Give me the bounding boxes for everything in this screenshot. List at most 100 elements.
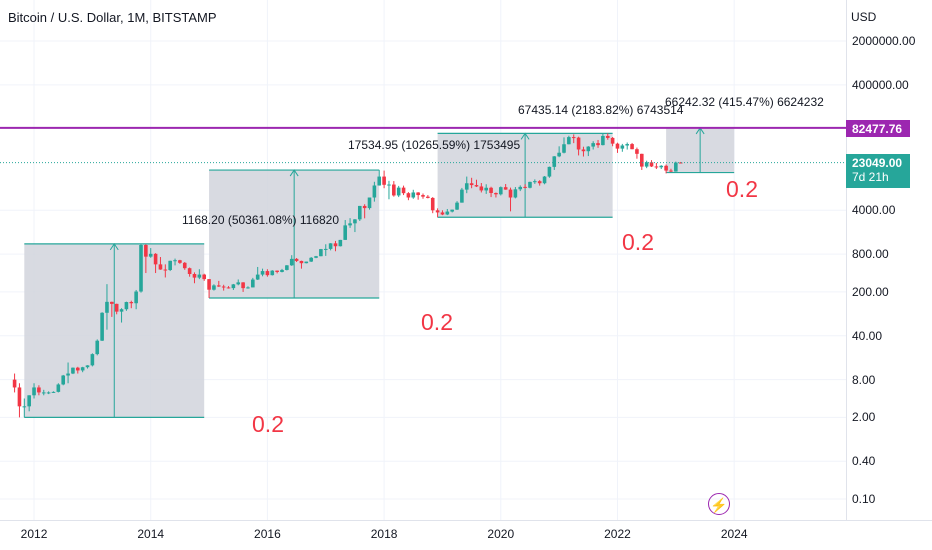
candle-body bbox=[474, 185, 479, 187]
candle-body bbox=[498, 187, 503, 195]
fib-level-label-1: 0.2 bbox=[252, 411, 284, 437]
time-tick-label: 2024 bbox=[720, 527, 748, 541]
candle-body bbox=[387, 184, 391, 186]
candle-body bbox=[17, 387, 22, 407]
candle-body bbox=[406, 193, 411, 198]
measure-label-3: 67435.14 (2183.82%) 6743514 bbox=[518, 103, 684, 117]
measure-arrow-head bbox=[520, 132, 530, 140]
measure-arrow-head bbox=[109, 242, 119, 251]
candle-body bbox=[51, 391, 56, 393]
candle-body bbox=[202, 274, 207, 280]
candle-body bbox=[27, 395, 31, 407]
candle-body bbox=[85, 365, 90, 368]
candle-body bbox=[357, 205, 362, 220]
candle-body bbox=[639, 153, 644, 167]
candle-body bbox=[494, 193, 498, 195]
candle-body bbox=[411, 192, 416, 198]
candle-body bbox=[401, 187, 406, 194]
candle-body bbox=[372, 185, 377, 198]
current-price-tag: 23049.00 7d 21h bbox=[846, 154, 910, 188]
candle-body bbox=[32, 387, 36, 396]
candle-body bbox=[576, 137, 581, 150]
measure-label-4: 66242.32 (415.47%) 6624232 bbox=[665, 95, 824, 109]
candle-body bbox=[552, 156, 557, 167]
candle-body bbox=[615, 143, 620, 149]
fib-level-label-2: 0.2 bbox=[421, 309, 453, 335]
price-tick-label: 800.00 bbox=[852, 247, 889, 262]
time-tick-label: 2020 bbox=[487, 527, 515, 541]
candle-body bbox=[46, 392, 51, 394]
candle-body bbox=[362, 205, 367, 209]
candle-body bbox=[314, 256, 318, 258]
candle-body bbox=[678, 162, 683, 164]
price-tick-label: 8.00 bbox=[852, 372, 876, 387]
candle-body bbox=[319, 249, 323, 257]
lightning-icon[interactable]: ⚡ bbox=[708, 493, 730, 515]
candle-body bbox=[353, 219, 357, 224]
candle-body bbox=[231, 284, 236, 289]
candle-body bbox=[591, 143, 595, 147]
candle-body bbox=[304, 261, 309, 264]
measure-label-2: 17534.95 (10265.59%) 1753495 bbox=[348, 138, 521, 152]
candle-body bbox=[440, 212, 445, 215]
candle-body bbox=[275, 270, 279, 272]
candle-body bbox=[163, 269, 168, 271]
candle-body bbox=[508, 189, 513, 198]
candle-body bbox=[246, 287, 250, 289]
price-tick-label: 0.10 bbox=[852, 492, 876, 506]
candle-body bbox=[547, 166, 552, 177]
candle-body bbox=[61, 375, 66, 385]
price-tick-label: 0.40 bbox=[852, 454, 876, 469]
candle-body bbox=[523, 186, 527, 188]
candle-body bbox=[56, 384, 61, 392]
time-axis-divider bbox=[0, 520, 932, 521]
candle-body bbox=[280, 269, 284, 272]
candle-body bbox=[542, 176, 547, 184]
candle-body bbox=[129, 302, 134, 304]
candle-body bbox=[567, 137, 571, 145]
candle-body bbox=[226, 287, 231, 289]
current-price-value: 23049.00 bbox=[852, 156, 903, 170]
candle-body bbox=[377, 176, 382, 186]
candle-body bbox=[323, 248, 328, 250]
candle-body bbox=[659, 165, 664, 168]
candle-body bbox=[90, 354, 95, 366]
candle-body bbox=[119, 309, 124, 312]
candle-body bbox=[66, 373, 70, 376]
candle-body bbox=[669, 170, 673, 172]
candle-body bbox=[241, 282, 245, 289]
candle-body bbox=[460, 189, 464, 203]
price-tick-label: 2000000.00 bbox=[852, 34, 916, 48]
candle-body bbox=[620, 145, 625, 149]
time-tick-label: 2018 bbox=[370, 527, 398, 541]
candle-body bbox=[12, 379, 17, 388]
level-price-tag: 82477.76 bbox=[846, 120, 910, 137]
candle-body bbox=[309, 257, 313, 262]
candle-body bbox=[333, 243, 338, 247]
candle-body bbox=[664, 165, 668, 171]
candle-body bbox=[343, 225, 348, 240]
candle-body bbox=[236, 282, 241, 285]
price-tick-label: 200.00 bbox=[852, 284, 889, 299]
candle-body bbox=[221, 286, 226, 288]
candle-body bbox=[114, 303, 119, 312]
candle-body bbox=[625, 144, 630, 146]
candle-body bbox=[105, 301, 109, 313]
candle-body bbox=[581, 149, 586, 152]
price-tick-label: 2.00 bbox=[852, 410, 876, 425]
candle-body bbox=[596, 143, 600, 146]
candle-body bbox=[649, 162, 654, 167]
currency-label: USD bbox=[851, 10, 877, 24]
candle-body bbox=[173, 260, 177, 262]
candle-body bbox=[416, 192, 420, 196]
price-chart[interactable] bbox=[0, 0, 846, 520]
candle-body bbox=[450, 209, 454, 212]
candle-body bbox=[139, 244, 143, 292]
candle-body bbox=[158, 264, 163, 270]
candle-body bbox=[182, 262, 187, 269]
candle-body bbox=[533, 181, 537, 183]
candle-body bbox=[71, 367, 75, 374]
candle-body bbox=[586, 146, 591, 152]
candle-body bbox=[328, 243, 333, 249]
candle-body bbox=[445, 211, 450, 215]
